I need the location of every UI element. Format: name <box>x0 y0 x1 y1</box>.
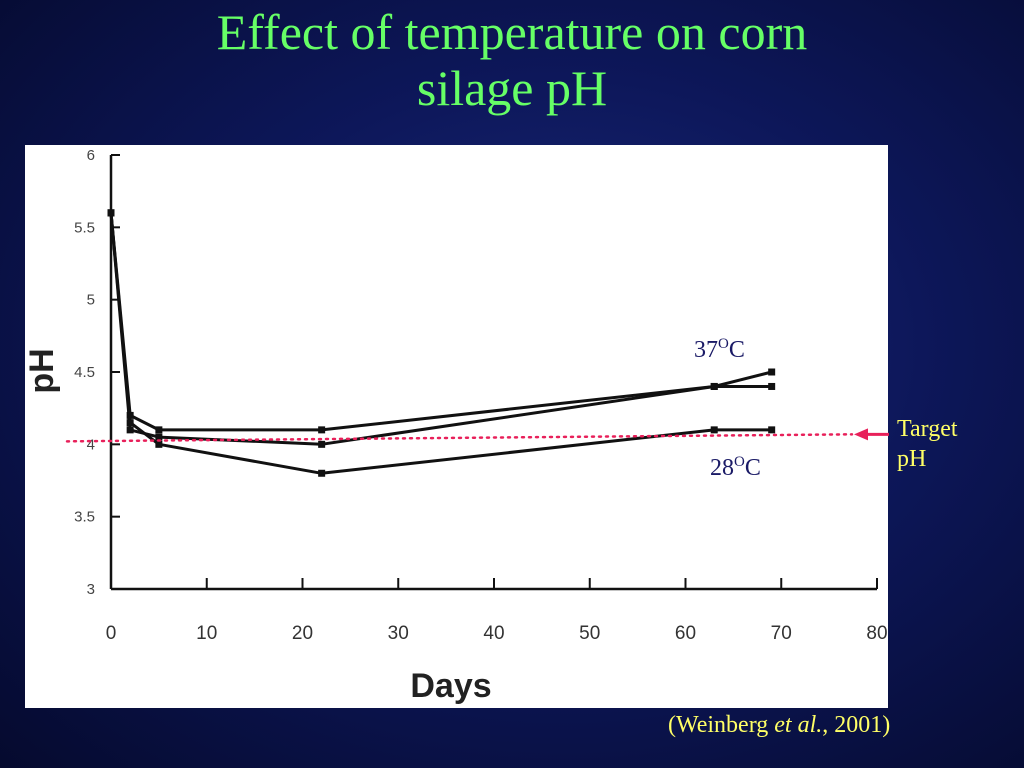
series-1-point-2 <box>155 433 163 441</box>
title-line-2: silage pH <box>416 60 608 116</box>
series-2-point-1 <box>126 419 134 427</box>
target-label-line-2: pH <box>897 446 927 472</box>
label-28c-degree: O <box>734 454 745 470</box>
x-tick-label-2: 20 <box>292 623 313 644</box>
x-tick-label-4: 40 <box>483 623 504 644</box>
y-tick-label-1: 3.5 <box>74 509 95 526</box>
y-tick-label-3: 4.5 <box>74 364 95 381</box>
label-37c: 37OC <box>694 336 745 364</box>
x-axis-label: Days <box>410 667 491 705</box>
label-28c-unit: C <box>744 455 761 481</box>
y-tick-label-5: 5.5 <box>74 219 95 236</box>
y-tick-label-2: 4 <box>87 436 95 453</box>
x-tick-label-6: 60 <box>675 623 696 644</box>
target-ph-label: Target pH <box>897 414 958 474</box>
series-0-point-5 <box>768 368 776 376</box>
label-37c-value: 37 <box>694 337 718 363</box>
series-2-point-2 <box>155 440 163 448</box>
x-tick-label-3: 30 <box>388 623 409 644</box>
series-0-point-3 <box>318 426 326 434</box>
series-1-point-1 <box>126 426 134 434</box>
x-tick-label-8: 80 <box>866 623 887 644</box>
y-tick-label-6: 6 <box>87 147 95 164</box>
x-tick-label-0: 0 <box>106 623 117 644</box>
citation-etal: et al. <box>774 712 823 738</box>
title-line-1: Effect of temperature on corn <box>216 4 808 60</box>
citation-prefix: (Weinberg <box>668 712 775 738</box>
series-2-line <box>109 212 772 475</box>
x-tick-label-7: 70 <box>771 623 792 644</box>
citation: (Weinberg et al., 2001) <box>668 712 890 739</box>
series-2-point-3 <box>318 469 326 477</box>
y-tick-label-0: 3 <box>87 581 95 598</box>
x-tick-label-1: 10 <box>196 623 217 644</box>
series-0-point-2 <box>155 426 163 434</box>
x-tick-label-5: 50 <box>579 623 600 644</box>
target-ph-line <box>65 433 854 443</box>
label-28c: 28OC <box>710 454 761 482</box>
y-tick-label-4: 5 <box>87 292 95 309</box>
label-37c-degree: O <box>718 336 729 352</box>
series-1-point-3 <box>318 440 326 448</box>
label-28c-value: 28 <box>710 455 734 481</box>
slide-title: Effect of temperature on corn silage pH <box>0 4 1024 116</box>
series-2-point-0 <box>107 209 115 217</box>
target-label-line-1: Target <box>897 416 958 442</box>
series-1-point-4 <box>710 382 718 390</box>
label-37c-unit: C <box>728 337 745 363</box>
series-2-point-5 <box>768 426 776 434</box>
citation-suffix: , 2001) <box>822 712 891 738</box>
series-2-point-4 <box>710 426 718 434</box>
chart-panel: 3 3.5 4 4.5 5 5.5 6 0 10 20 30 40 50 60 70 80 Days pH <box>25 145 888 708</box>
series-1-point-5 <box>768 382 776 390</box>
y-axis-label: pH <box>25 348 61 393</box>
target-arrow-head <box>854 428 868 441</box>
